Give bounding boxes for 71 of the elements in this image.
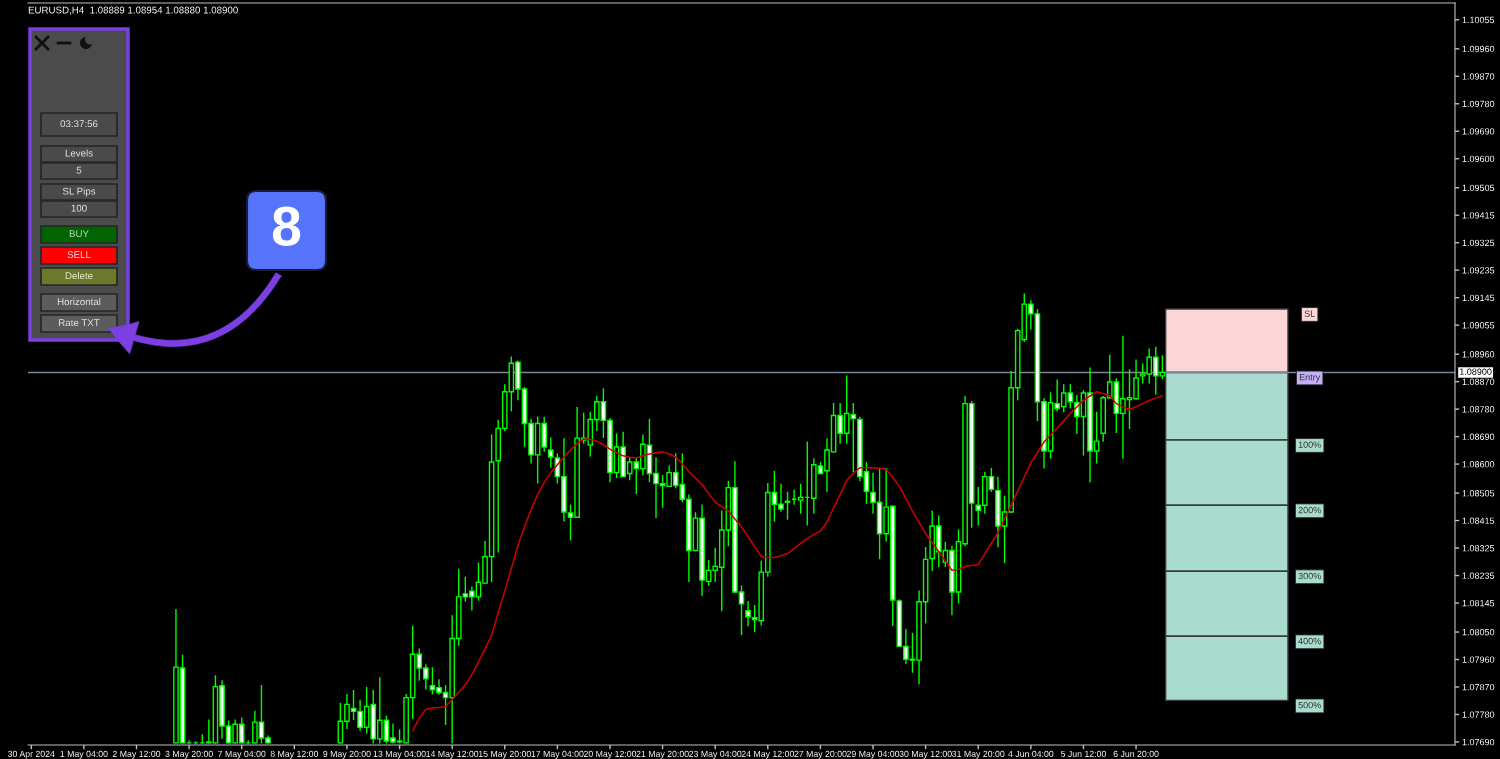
ref-line-label: 1.08900	[1459, 368, 1492, 375]
annotation: 8	[272, 206, 301, 246]
annotation: Levels	[65, 149, 93, 157]
annotation: Horizontal	[57, 297, 101, 306]
x-tick-label: 17 May 04:00	[531, 750, 584, 759]
band-label: 300%	[1298, 572, 1321, 580]
y-tick-label: 1.07780	[1462, 711, 1495, 718]
annotation: SL Pips	[62, 187, 96, 197]
x-tick-label: 5 Jun 12:00	[1060, 750, 1106, 757]
x-tick-label: 2 May 12:00	[112, 750, 161, 759]
x-tick-label: 1 May 04:00	[60, 750, 108, 759]
y-tick-label: 1.09690	[1462, 128, 1495, 135]
band-label: 500%	[1298, 701, 1321, 709]
y-tick-label: 1.08235	[1462, 572, 1495, 579]
y-tick-label: 1.09600	[1462, 155, 1495, 163]
x-tick-label: 20 May 12:00	[583, 750, 637, 759]
y-tick-label: 1.09055	[1462, 322, 1495, 329]
x-tick-label: 23 May 04:00	[689, 750, 742, 759]
y-tick-label: 1.09235	[1462, 267, 1495, 274]
y-tick-label: 1.08505	[1462, 490, 1495, 497]
x-tick-label: 4 Jun 04:00	[1008, 750, 1054, 757]
y-tick-label: 1.09145	[1462, 294, 1495, 302]
y-tick-label: 1.08870	[1462, 378, 1495, 385]
y-tick-label: 1.10055	[1462, 16, 1495, 24]
y-tick-label: 1.09325	[1462, 239, 1495, 247]
x-tick-label: 14 May 12:00	[426, 750, 479, 759]
x-tick-label: 6 Jun 20:00	[1113, 750, 1159, 757]
y-tick-label: 1.08415	[1462, 517, 1495, 524]
annotation: Delete	[65, 271, 93, 280]
y-tick-label: 1.07690	[1462, 738, 1495, 746]
x-tick-label: 31 May 20:00	[952, 750, 1005, 759]
y-tick-label: 1.08600	[1462, 461, 1495, 468]
candlestick	[745, 601, 751, 627]
y-tick-label: 1.08050	[1462, 628, 1495, 636]
x-tick-label: 8 May 12:00	[270, 750, 319, 759]
y-tick-label: 1.09505	[1462, 184, 1495, 192]
x-tick-label: 24 May 12:00	[741, 750, 794, 759]
annotation: Entry	[1299, 374, 1321, 383]
annotation: 03:37:56	[60, 120, 98, 128]
y-tick-label: 1.07870	[1462, 683, 1495, 691]
annotation: BUY	[69, 230, 89, 238]
band-label: 400%	[1298, 637, 1321, 645]
x-tick-label: 30 May 12:00	[899, 750, 952, 759]
annotation: 100	[71, 204, 87, 212]
y-tick-label: 1.08145	[1462, 599, 1495, 607]
y-tick-label: 1.09780	[1462, 100, 1495, 108]
y-tick-label: 1.09415	[1462, 212, 1495, 219]
y-tick-label: 1.08780	[1462, 406, 1495, 413]
x-tick-label: 30 Apr 2024	[8, 750, 55, 759]
x-tick-label: 21 May 20:00	[636, 750, 689, 759]
band-label: 100%	[1298, 441, 1321, 448]
y-tick-label: 1.08690	[1462, 433, 1495, 440]
annotation: Rate TXT	[59, 319, 100, 327]
y-tick-label: 1.08960	[1462, 351, 1495, 358]
y-tick-label: 1.08325	[1462, 545, 1495, 552]
band-label: 200%	[1298, 506, 1321, 514]
x-tick-label: 15 May 20:00	[478, 750, 531, 759]
band-label: SL	[1304, 310, 1315, 317]
y-tick-label: 1.09960	[1462, 45, 1495, 53]
x-tick-label: 3 May 20:00	[165, 750, 213, 759]
annotation: 5	[76, 166, 82, 174]
candlestick	[784, 491, 791, 520]
y-tick-label: 1.09870	[1462, 73, 1495, 80]
annotation: SELL	[67, 251, 91, 259]
x-tick-label: 9 May 20:00	[323, 750, 371, 759]
x-tick-label: 7 May 04:00	[218, 750, 266, 759]
x-tick-label: 13 May 04:00	[373, 750, 426, 759]
y-tick-label: 1.07960	[1462, 656, 1495, 663]
x-tick-label: 27 May 20:00	[794, 750, 847, 759]
x-tick-label: 29 May 04:00	[846, 750, 900, 759]
chart-title: EURUSD,H4 1.08889 1.08954 1.08880 1.08900	[28, 6, 238, 15]
